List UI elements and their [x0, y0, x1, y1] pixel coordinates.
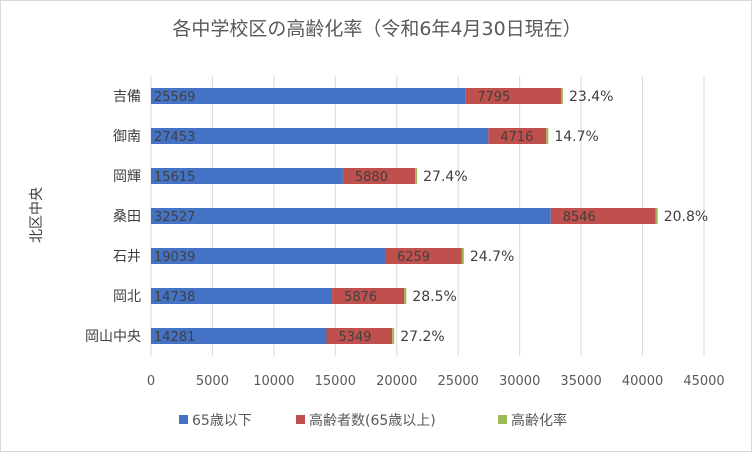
data-label-elderly-5: 5876: [344, 290, 377, 305]
legend-label-0: 65歳以下: [192, 413, 252, 429]
bars: 25569 7795 23.4% 27453 4716 14.7% 15615 5880 27.…: [151, 88, 708, 345]
bar-under65-1: [151, 128, 489, 144]
legend-swatch-2: [498, 415, 507, 424]
x-tick-label-8: 40000: [622, 374, 663, 389]
x-tick-label-1: 5000: [196, 374, 229, 389]
bar-under65-4: [151, 248, 385, 264]
bar-rate-5: [404, 288, 407, 304]
legend-label-2: 高齢化率: [511, 412, 567, 429]
data-label-rate-1: 14.7%: [554, 129, 598, 145]
data-label-elderly-1: 4716: [500, 130, 533, 145]
category-label-1: 御南: [113, 129, 141, 145]
category-label-3: 桑田: [113, 209, 141, 225]
data-label-under65-2: 15615: [154, 170, 195, 185]
data-label-rate-4: 24.7%: [470, 249, 514, 265]
bar-under65-2: [151, 168, 343, 184]
category-label-0: 吉備: [113, 89, 141, 105]
data-label-elderly-6: 5349: [338, 330, 371, 345]
bar-rate-3: [655, 208, 658, 224]
bar-under65-3: [151, 208, 551, 224]
x-tick-label-4: 20000: [376, 374, 417, 389]
data-label-under65-0: 25569: [154, 90, 195, 105]
x-tick-label-7: 35000: [560, 374, 601, 389]
bar-elderly-2: [342, 168, 416, 184]
x-tick-label-0: 0: [147, 374, 155, 389]
bar-under65-5: [151, 288, 333, 304]
bar-elderly-4: [384, 248, 462, 264]
data-label-under65-1: 27453: [154, 130, 195, 145]
data-label-elderly-4: 6259: [397, 250, 430, 265]
category-label-5: 岡北: [113, 289, 141, 305]
legend-swatch-0: [179, 415, 188, 424]
data-label-under65-4: 19039: [154, 250, 195, 265]
bar-under65-6: [151, 328, 327, 344]
chart-title: 各中学校区の高齢化率（令和6年4月30日現在）: [172, 18, 581, 40]
bar-elderly-0: [465, 88, 562, 104]
bar-elderly-6: [326, 328, 393, 344]
x-tick-label-6: 30000: [499, 374, 540, 389]
bar-rate-1: [546, 128, 549, 144]
x-tick-label-5: 25000: [438, 374, 479, 389]
data-label-under65-6: 14281: [154, 330, 195, 345]
x-tick-label-3: 15000: [315, 374, 356, 389]
data-label-elderly-3: 8546: [563, 210, 596, 225]
bar-under65-0: [151, 88, 466, 104]
legend-swatch-1: [296, 415, 305, 424]
category-label-6: 岡山中央: [85, 329, 141, 345]
data-label-under65-5: 14738: [154, 290, 195, 305]
bar-rate-0: [561, 88, 564, 104]
data-label-elderly-2: 5880: [355, 170, 388, 185]
bar-elderly-1: [488, 128, 547, 144]
data-label-rate-6: 27.2%: [400, 329, 444, 345]
data-label-elderly-0: 7795: [477, 90, 510, 105]
data-label-rate-2: 27.4%: [423, 169, 467, 185]
data-label-rate-3: 20.8%: [664, 209, 708, 225]
legend-label-1: 高齢者数(65歳以上): [309, 412, 436, 429]
bar-rate-6: [392, 328, 395, 344]
x-tick-label-9: 45000: [683, 374, 724, 389]
bar-rate-4: [461, 248, 464, 264]
bar-elderly-3: [550, 208, 656, 224]
category-label-2: 岡輝: [113, 169, 141, 185]
data-label-under65-3: 32527: [154, 210, 195, 225]
data-label-rate-0: 23.4%: [569, 89, 613, 105]
data-label-rate-5: 28.5%: [412, 289, 456, 305]
bar-elderly-5: [332, 288, 405, 304]
legend: 65歳以下 高齢者数(65歳以上) 高齢化率: [179, 412, 567, 429]
x-tick-label-2: 10000: [253, 374, 294, 389]
y-axis-label: 北区中央: [29, 187, 45, 243]
category-label-4: 石井: [113, 249, 141, 265]
bar-rate-2: [415, 168, 418, 184]
x-axis-ticks: 0 5000 10000 15000 20000 25000 30000 35000 40000…: [147, 374, 725, 389]
